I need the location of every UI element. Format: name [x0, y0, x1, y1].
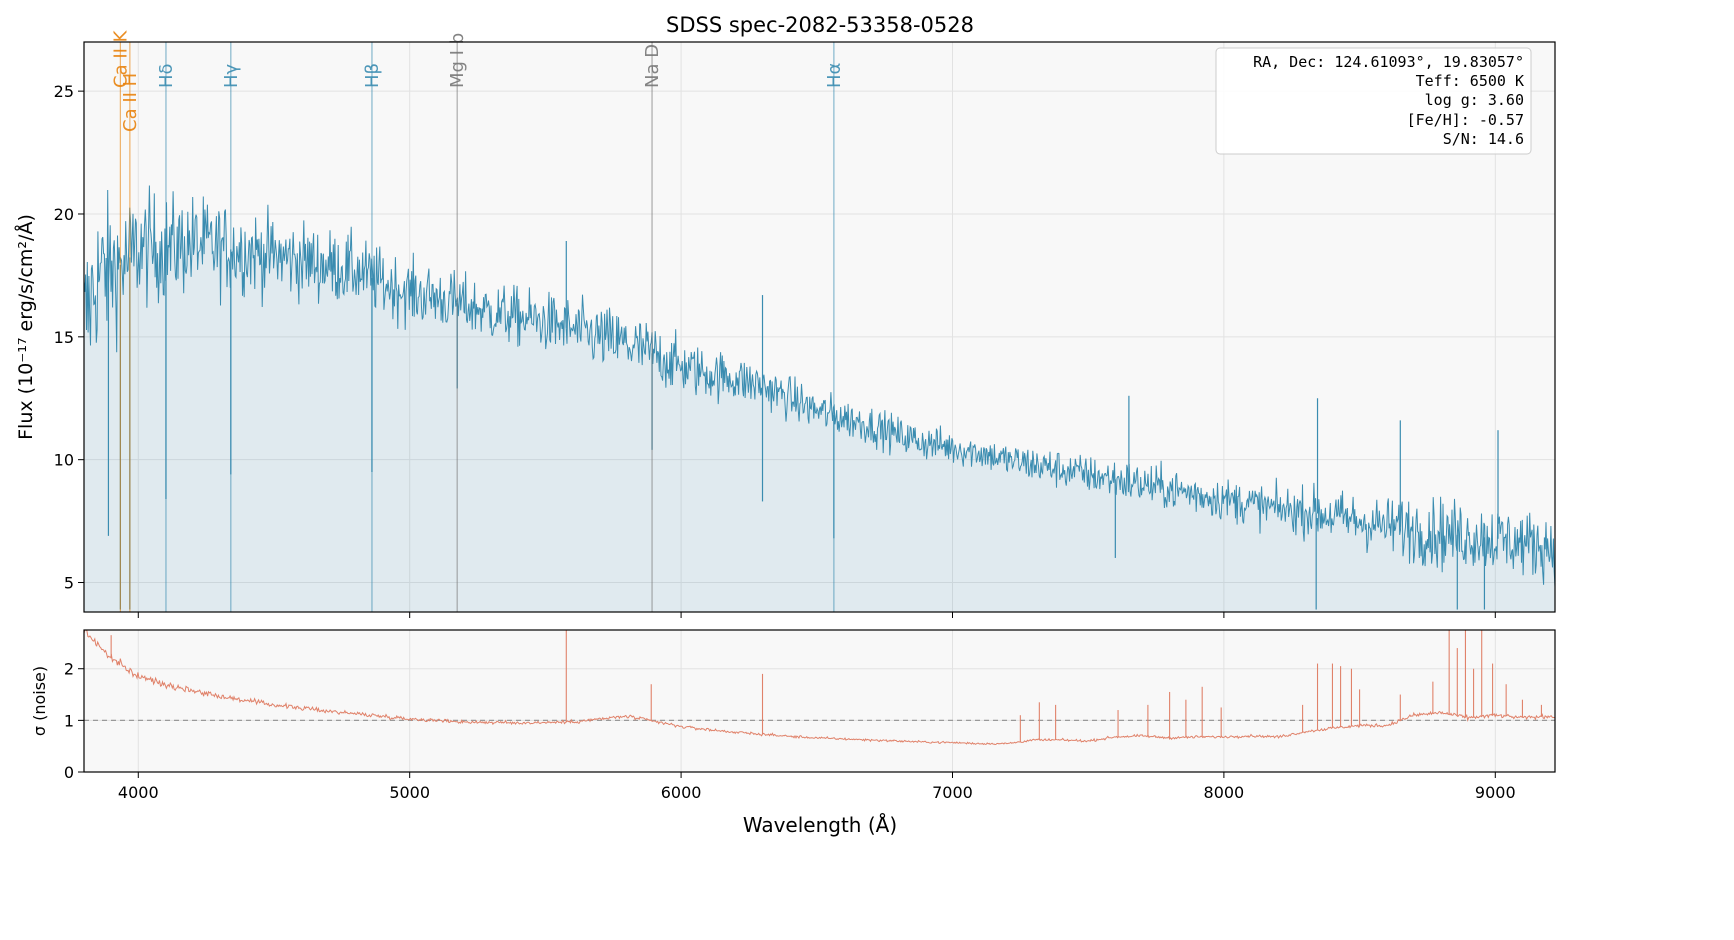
spectral-line-label: Mg I b [447, 33, 468, 88]
flux-y-ticks: 5 10 15 20 25 [54, 82, 84, 593]
noise-y-axis-label: σ (noise) [30, 666, 49, 736]
noise-y-ticks: 0 1 2 [64, 660, 84, 782]
info-feh: [Fe/H]: -0.57 [1407, 111, 1524, 129]
wavelength-tick-label: 9000 [1475, 783, 1516, 802]
chart-title: SDSS spec-2082-53358-0528 [666, 13, 974, 37]
info-snr: S/N: 14.6 [1443, 130, 1524, 148]
spectral-line-label: Hα [824, 63, 845, 88]
spectral-line-label: Hβ [362, 63, 383, 88]
noise-y-tick-label: 2 [64, 660, 74, 679]
noise-y-tick-label: 0 [64, 763, 74, 782]
flux-spectrum-line [83, 185, 1556, 587]
spectral-line-label: Na D [642, 44, 663, 88]
wavelength-tick-label: 6000 [661, 783, 702, 802]
flux-y-axis-label: Flux (10⁻¹⁷ erg/s/cm²/Å) [14, 214, 37, 440]
info-teff: Teff: 6500 K [1416, 72, 1524, 90]
noise-x-ticks: 4000 5000 6000 7000 8000 9000 [118, 772, 1516, 802]
wavelength-tick-label: 4000 [118, 783, 159, 802]
info-box-frame [1215, 47, 1532, 155]
flux-x-ticks [137, 612, 1496, 618]
wavelength-axis-label: Wavelength (Å) [743, 813, 897, 837]
wavelength-tick-label: 5000 [389, 783, 430, 802]
spectral-line-label: Hγ [221, 63, 242, 88]
noise-axes-frame [83, 629, 1556, 773]
flux-y-tick-label: 20 [54, 205, 74, 224]
flux-y-tick-label: 10 [54, 451, 74, 470]
flux-axes-frame [83, 41, 1556, 613]
noise-plot-area [84, 630, 1555, 772]
flux-y-tick-label: 15 [54, 328, 74, 347]
spectral-line-markers: Ca II KCa II H Hδ Hγ Hβ Mg I b Na D Hα [110, 29, 845, 612]
stellar-parameters-box: RA, Dec: 124.61093°, 19.83057° Teff: 650… [1215, 47, 1532, 155]
wavelength-tick-label: 7000 [932, 783, 973, 802]
info-logg: log g: 3.60 [1425, 91, 1524, 109]
spectral-line-label: Ca II K [110, 29, 131, 88]
wavelength-tick-label: 8000 [1204, 783, 1245, 802]
spectral-line-label: Ca II H [120, 73, 141, 132]
flux-panel: Ca II KCa II H Hδ Hγ Hβ Mg I b Na D Hα 5 10 15 20… [14, 29, 1556, 618]
noise-y-tick-label: 1 [64, 711, 74, 730]
spectral-line-label: Hδ [156, 63, 177, 88]
flux-y-tick-label: 25 [54, 82, 74, 101]
noise-spikes [110, 630, 1542, 742]
info-coordinates: RA, Dec: 124.61093°, 19.83057° [1253, 53, 1524, 71]
noise-panel: 0 1 2 4000 5000 6000 7000 8000 9000 σ (noise) W… [30, 629, 1556, 837]
noise-sigma-line [83, 629, 1556, 746]
flux-y-tick-label: 5 [64, 574, 74, 593]
